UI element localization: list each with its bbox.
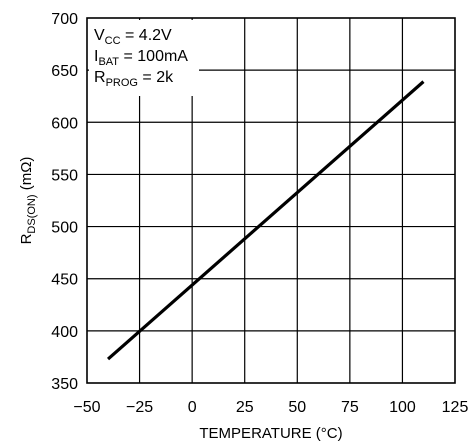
x-tick-label: −50	[73, 399, 100, 416]
x-tick-labels: −50 −25 0 25 50 75 100 125	[73, 399, 468, 416]
x-tick-label: 0	[188, 399, 197, 416]
y-tick-label: 400	[51, 324, 78, 341]
y-axis-label-main: R	[18, 233, 35, 244]
annotation-line: VCC = 4.2V	[94, 27, 172, 47]
annotation-rest: = 100mA	[119, 48, 188, 65]
y-tick-label: 650	[51, 63, 78, 80]
annotation-line: RPROG = 2k	[94, 69, 174, 89]
annotation-sub: BAT	[98, 56, 119, 68]
x-tick-label: −25	[126, 399, 153, 416]
plot-frame	[86, 17, 456, 384]
annotation-main: V	[94, 27, 105, 44]
grid	[87, 18, 455, 383]
y-tick-label: 600	[51, 115, 78, 132]
series-line	[106, 80, 425, 361]
y-axis-label-sub: DS(ON)	[26, 194, 38, 233]
x-tick-label: 125	[442, 399, 469, 416]
annotation-rest: = 2k	[138, 69, 174, 86]
x-tick-label: 50	[288, 399, 306, 416]
y-axis-label-unit: (mΩ)	[18, 157, 35, 195]
y-tick-label: 500	[51, 220, 78, 237]
annotation-sub: CC	[105, 35, 121, 47]
y-tick-label: 350	[51, 376, 78, 393]
x-tick-label: 100	[389, 399, 416, 416]
annotation-sub: PROG	[106, 77, 138, 89]
annotation-main: I	[94, 48, 98, 65]
x-axis-label: TEMPERATURE (°C)	[199, 425, 342, 442]
y-tick-labels: 350 400 450 500 550 600 650 700	[51, 11, 78, 393]
y-tick-label: 450	[51, 272, 78, 289]
x-tick-label: 25	[236, 399, 254, 416]
annotation-main: R	[94, 69, 106, 86]
x-tick-label: 75	[341, 399, 359, 416]
series-layer	[106, 80, 425, 361]
y-tick-label: 700	[51, 11, 78, 28]
y-tick-label: 550	[51, 167, 78, 184]
annotation-box	[89, 20, 199, 96]
annotation-line: IBAT = 100mA	[94, 48, 188, 68]
annotation-rest: = 4.2V	[121, 27, 172, 44]
y-axis-label: RDS(ON) (mΩ)	[18, 157, 38, 245]
